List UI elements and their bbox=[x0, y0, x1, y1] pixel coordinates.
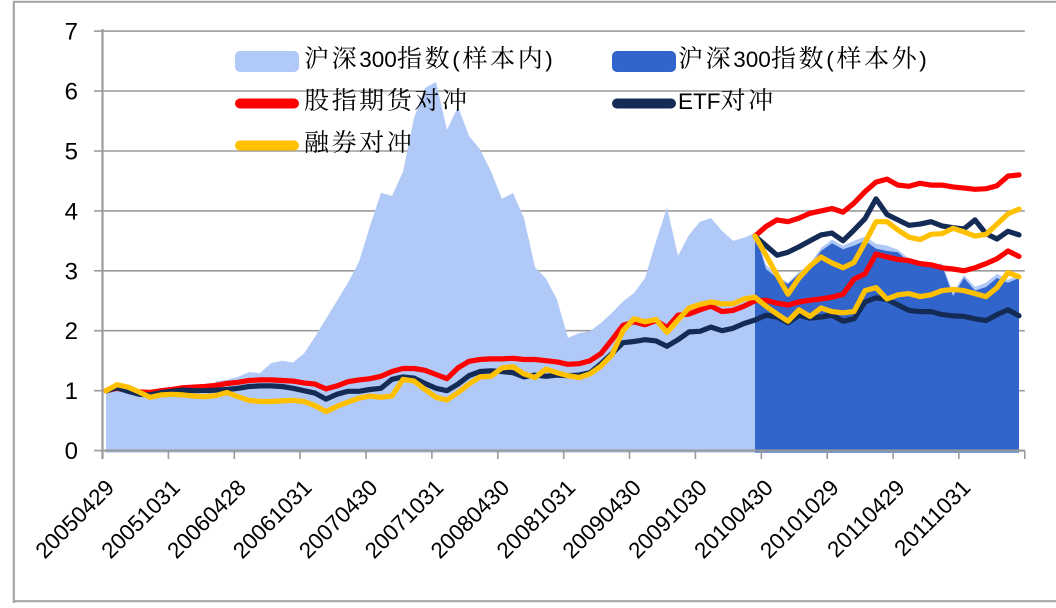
svg-text:): ) bbox=[919, 47, 927, 72]
svg-text:2: 2 bbox=[65, 318, 78, 345]
svg-text:3: 3 bbox=[65, 258, 78, 285]
svg-text:ETF: ETF bbox=[678, 89, 721, 114]
svg-text:6: 6 bbox=[65, 79, 78, 106]
svg-text:5: 5 bbox=[65, 139, 78, 166]
svg-text:1: 1 bbox=[65, 378, 78, 405]
svg-text:0: 0 bbox=[65, 438, 78, 465]
svg-text:300: 300 bbox=[733, 47, 771, 72]
svg-text:(: ( bbox=[452, 47, 460, 72]
svg-text:7: 7 bbox=[65, 19, 78, 46]
svg-text:(: ( bbox=[826, 47, 834, 72]
svg-text:): ) bbox=[545, 47, 553, 72]
svg-text:4: 4 bbox=[65, 198, 78, 225]
svg-text:300: 300 bbox=[359, 47, 397, 72]
